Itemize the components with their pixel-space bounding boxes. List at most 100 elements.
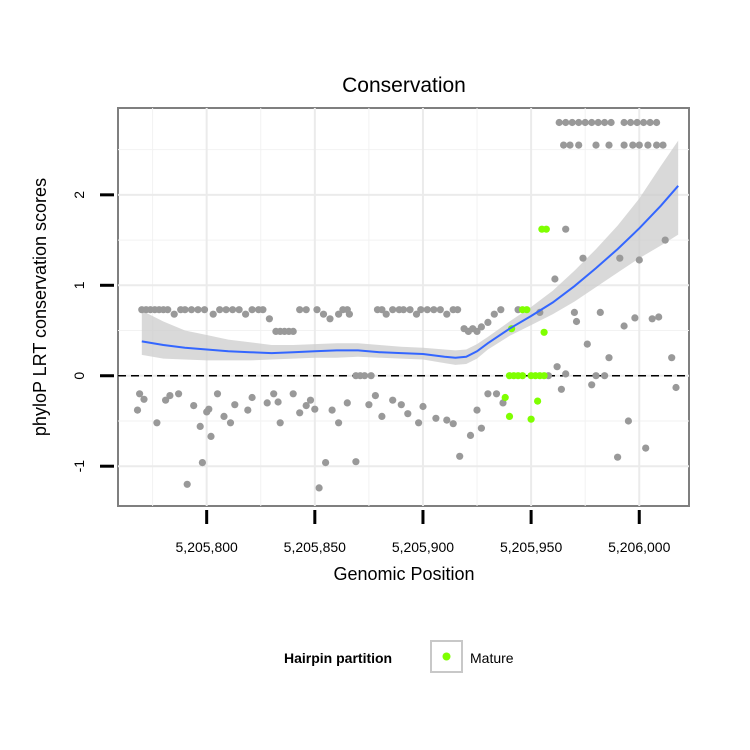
conservation-point — [661, 236, 669, 244]
conservation-point — [642, 444, 650, 452]
conservation-point — [633, 118, 641, 127]
conservation-point — [198, 459, 206, 467]
x-axis: 5,205,800 5,205,850 5,205,900 5,205,950 5,20… — [176, 510, 671, 555]
conservation-point — [490, 310, 498, 318]
conservation-point — [635, 141, 643, 149]
conservation-point — [614, 453, 622, 461]
conservation-point — [555, 118, 563, 127]
conservation-point — [361, 372, 369, 380]
conservation-point — [213, 390, 222, 398]
conservation-point — [653, 141, 661, 149]
conservation-point — [399, 306, 408, 314]
conservation-point — [419, 402, 427, 411]
conservation-point — [562, 225, 570, 233]
y-tick-label: 2 — [71, 191, 87, 199]
conservation-point — [306, 396, 315, 404]
conservation-point — [477, 323, 485, 331]
conservation-point — [365, 401, 373, 409]
conservation-point — [492, 390, 501, 398]
conservation-point — [443, 310, 451, 318]
conservation-point — [560, 141, 568, 149]
mature-point — [534, 397, 542, 405]
conservation-point — [579, 254, 587, 262]
x-tick-label: 5,205,800 — [176, 539, 238, 555]
mature-point — [518, 372, 527, 380]
conservation-point — [484, 318, 492, 326]
conservation-point — [616, 254, 624, 262]
mature-point — [501, 393, 509, 402]
conservation-point — [605, 354, 613, 362]
conservation-point — [175, 390, 183, 398]
conservation-point — [205, 405, 213, 413]
conservation-point — [226, 419, 235, 427]
y-tick-label: 0 — [71, 372, 87, 380]
conservation-point — [181, 306, 189, 314]
conservation-point — [629, 141, 637, 149]
mature-point — [540, 372, 548, 380]
conservation-point — [194, 306, 202, 314]
conservation-point — [588, 118, 596, 127]
conservation-point — [497, 306, 505, 314]
mature-point — [523, 306, 531, 314]
conservation-point — [668, 354, 676, 362]
conservation-point — [296, 409, 304, 417]
conservation-point — [655, 313, 663, 321]
conservation-point — [484, 390, 492, 398]
conservation-point — [406, 306, 414, 314]
conservation-point — [596, 308, 604, 316]
legend-key-mature-dot — [442, 652, 451, 661]
conservation-point — [315, 484, 323, 492]
conservation-point — [620, 322, 628, 330]
conservation-point — [575, 118, 583, 127]
conservation-point — [473, 406, 481, 414]
conservation-point — [562, 118, 570, 127]
conservation-point — [592, 372, 600, 380]
data-points — [133, 118, 680, 492]
conservation-point — [378, 412, 386, 420]
conservation-point — [562, 370, 570, 378]
conservation-point — [430, 306, 438, 314]
conservation-point — [319, 310, 328, 318]
conservation-point — [162, 396, 170, 404]
conservation-point — [378, 306, 386, 314]
conservation-point — [302, 402, 310, 410]
conservation-point — [265, 315, 273, 323]
conservation-point — [672, 383, 680, 392]
smooth-line — [141, 185, 679, 359]
conservation-point — [499, 399, 507, 407]
conservation-point — [311, 405, 319, 413]
conservation-point — [136, 390, 144, 398]
conservation-point — [270, 390, 278, 398]
conservation-point — [583, 340, 591, 348]
conservation-point — [389, 396, 397, 404]
conservation-point — [581, 118, 589, 127]
conservation-point — [572, 317, 581, 326]
conservation-point — [404, 410, 412, 418]
conservation-point — [302, 306, 310, 314]
conservation-point — [653, 118, 661, 127]
conservation-point — [624, 417, 633, 425]
x-axis-title: Genomic Position — [333, 564, 474, 584]
conservation-point — [601, 118, 609, 127]
conservation-point — [594, 118, 602, 127]
conservation-point — [248, 306, 256, 314]
conservation-point — [382, 310, 390, 318]
conservation-point — [473, 327, 481, 335]
conservation-point — [259, 306, 267, 314]
conservation-point — [244, 406, 252, 414]
conservation-point — [289, 327, 297, 335]
conservation-point — [575, 141, 583, 149]
conservation-point — [412, 310, 421, 318]
conservation-point — [553, 363, 561, 371]
conservation-point — [477, 424, 485, 432]
y-axis-title: phyloP LRT conservation scores — [30, 178, 50, 436]
legend-label-mature: Mature — [470, 650, 514, 666]
conservation-point — [335, 310, 343, 318]
conservation-point — [557, 385, 566, 393]
conservation-point — [222, 306, 230, 314]
conservation-point — [183, 480, 191, 488]
y-tick-label: -1 — [71, 460, 87, 473]
conservation-point — [209, 310, 217, 318]
chart-title: Conservation — [342, 74, 466, 97]
